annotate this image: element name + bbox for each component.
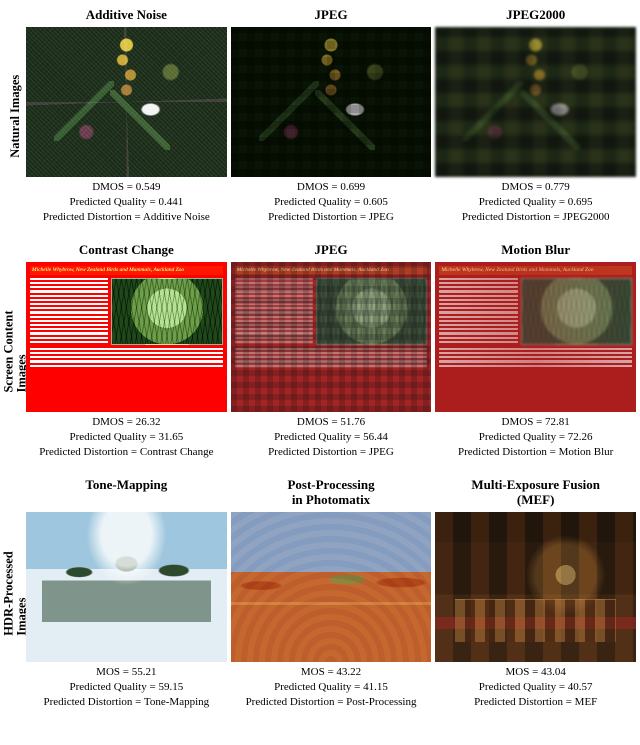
- pd-line: Predicted Distortion = Motion Blur: [458, 445, 613, 460]
- screen-text-col: [30, 278, 108, 345]
- screen-body: [30, 278, 223, 345]
- row-hdr: HDR-ProcessedImages Tone-Mapping MOS = 5…: [4, 478, 636, 710]
- screen-bottom-text: [30, 348, 223, 409]
- pd-line: Predicted Distortion = Post-Processing: [246, 695, 417, 710]
- row-natural: Natural Images Additive Noise DMOS = 0.5…: [4, 8, 636, 225]
- cell-title: Motion Blur: [501, 243, 570, 258]
- thumb-mef: [435, 512, 636, 663]
- pd-line: Predicted Distortion = Contrast Change: [39, 445, 213, 460]
- thumb-screen-jpeg: Michelle Whybrow, New Zealand Birds and …: [231, 262, 432, 413]
- caption: DMOS = 51.76 Predicted Quality = 56.44 P…: [268, 415, 394, 460]
- thumb-contrast-change: Michelle Whybrow, New Zealand Birds and …: [26, 262, 227, 413]
- screen-banner: Michelle Whybrow, New Zealand Birds and …: [30, 266, 223, 275]
- pd-line: Predicted Distortion = JPEG2000: [462, 210, 610, 225]
- cell-natural-0: Additive Noise DMOS = 0.549 Predicted Qu…: [26, 8, 227, 225]
- caption: DMOS = 0.549 Predicted Quality = 0.441 P…: [43, 180, 210, 225]
- pd-line: Predicted Distortion = JPEG: [268, 445, 394, 460]
- cell-hdr-2: Multi-Exposure Fusion(MEF) MOS = 43.04 P…: [435, 478, 636, 710]
- row-cells: Tone-Mapping MOS = 55.21 Predicted Quali…: [26, 478, 636, 710]
- dmos-line: MOS = 43.22: [246, 665, 417, 680]
- cell-title: JPEG2000: [506, 8, 565, 23]
- cell-title: Contrast Change: [79, 243, 174, 258]
- row-label: Natural Images: [9, 75, 22, 158]
- screen-banner: Michelle Whybrow, New Zealand Birds and …: [235, 266, 428, 275]
- cell-natural-1: JPEG DMOS = 0.699 Predicted Quality = 0.…: [231, 8, 432, 225]
- pq-line: Predicted Quality = 56.44: [268, 430, 394, 445]
- screen-bottom-text: [439, 348, 632, 409]
- dmos-line: MOS = 43.04: [474, 665, 597, 680]
- screen-photo: [316, 278, 427, 345]
- cell-hdr-1: Post-Processingin Photomatix MOS = 43.22…: [231, 478, 432, 710]
- row-label: HDR-ProcessedImages: [3, 552, 28, 636]
- cell-hdr-0: Tone-Mapping MOS = 55.21 Predicted Quali…: [26, 478, 227, 710]
- screen-text-col: [439, 278, 517, 345]
- thumb-motion-blur: Michelle Whybrow, New Zealand Birds and …: [435, 262, 636, 413]
- screen-banner-text: Michelle Whybrow, New Zealand Birds and …: [30, 266, 223, 274]
- row-screen: Screen ContentImages Contrast Change Mic…: [4, 243, 636, 460]
- dmos-line: DMOS = 0.779: [462, 180, 610, 195]
- pq-line: Predicted Quality = 0.605: [268, 195, 394, 210]
- screen-body: [439, 278, 632, 345]
- dmos-line: DMOS = 26.32: [39, 415, 213, 430]
- thumb-tone-mapping: [26, 512, 227, 663]
- row-cells: Additive Noise DMOS = 0.549 Predicted Qu…: [26, 8, 636, 225]
- cell-title: Post-Processingin Photomatix: [287, 478, 374, 508]
- row-label-cell: Screen ContentImages: [4, 243, 26, 460]
- thumb-jpeg: [231, 27, 432, 178]
- cell-title: JPEG: [314, 243, 347, 258]
- row-cells: Contrast Change Michelle Whybrow, New Ze…: [26, 243, 636, 460]
- cell-natural-2: JPEG2000 DMOS = 0.779 Predicted Quality …: [435, 8, 636, 225]
- cell-title: Tone-Mapping: [85, 478, 167, 508]
- screen-body: [235, 278, 428, 345]
- pq-line: Predicted Quality = 31.65: [39, 430, 213, 445]
- screen-text-col: [235, 278, 313, 345]
- caption: DMOS = 0.779 Predicted Quality = 0.695 P…: [462, 180, 610, 225]
- screen-banner-text: Michelle Whybrow, New Zealand Birds and …: [235, 266, 428, 274]
- row-label-cell: Natural Images: [4, 8, 26, 225]
- dmos-line: DMOS = 51.76: [268, 415, 394, 430]
- dmos-line: DMOS = 0.549: [43, 180, 210, 195]
- caption: MOS = 43.04 Predicted Quality = 40.57 Pr…: [474, 665, 597, 710]
- pd-line: Predicted Distortion = Additive Noise: [43, 210, 210, 225]
- caption: DMOS = 0.699 Predicted Quality = 0.605 P…: [268, 180, 394, 225]
- pq-line: Predicted Quality = 59.15: [44, 680, 210, 695]
- cell-title: Additive Noise: [86, 8, 167, 23]
- row-label: Screen ContentImages: [3, 310, 28, 392]
- dmos-line: DMOS = 0.699: [268, 180, 394, 195]
- thumb-post-processing: [231, 512, 432, 663]
- dmos-line: DMOS = 72.81: [458, 415, 613, 430]
- pd-line: Predicted Distortion = Tone-Mapping: [44, 695, 210, 710]
- pq-line: Predicted Quality = 40.57: [474, 680, 597, 695]
- pd-line: Predicted Distortion = JPEG: [268, 210, 394, 225]
- figure-grid: Natural Images Additive Noise DMOS = 0.5…: [4, 8, 636, 710]
- screen-photo: [111, 278, 222, 345]
- screen-bottom-text: [235, 348, 428, 409]
- cell-screen-1: JPEG Michelle Whybrow, New Zealand Birds…: [231, 243, 432, 460]
- dmos-line: MOS = 55.21: [44, 665, 210, 680]
- row-label-cell: HDR-ProcessedImages: [4, 478, 26, 710]
- caption: MOS = 55.21 Predicted Quality = 59.15 Pr…: [44, 665, 210, 710]
- caption: DMOS = 26.32 Predicted Quality = 31.65 P…: [39, 415, 213, 460]
- caption: MOS = 43.22 Predicted Quality = 41.15 Pr…: [246, 665, 417, 710]
- cell-title: JPEG: [314, 8, 347, 23]
- pq-line: Predicted Quality = 41.15: [246, 680, 417, 695]
- pq-line: Predicted Quality = 0.441: [43, 195, 210, 210]
- screen-banner-text: Michelle Whybrow, New Zealand Birds and …: [439, 266, 632, 274]
- cell-screen-2: Motion Blur Michelle Whybrow, New Zealan…: [435, 243, 636, 460]
- thumb-jpeg2000: [435, 27, 636, 178]
- caption: DMOS = 72.81 Predicted Quality = 72.26 P…: [458, 415, 613, 460]
- pq-line: Predicted Quality = 72.26: [458, 430, 613, 445]
- thumb-additive-noise: [26, 27, 227, 178]
- cell-title: Multi-Exposure Fusion(MEF): [471, 478, 600, 508]
- pq-line: Predicted Quality = 0.695: [462, 195, 610, 210]
- screen-banner: Michelle Whybrow, New Zealand Birds and …: [439, 266, 632, 275]
- pd-line: Predicted Distortion = MEF: [474, 695, 597, 710]
- screen-photo: [521, 278, 632, 345]
- cell-screen-0: Contrast Change Michelle Whybrow, New Ze…: [26, 243, 227, 460]
